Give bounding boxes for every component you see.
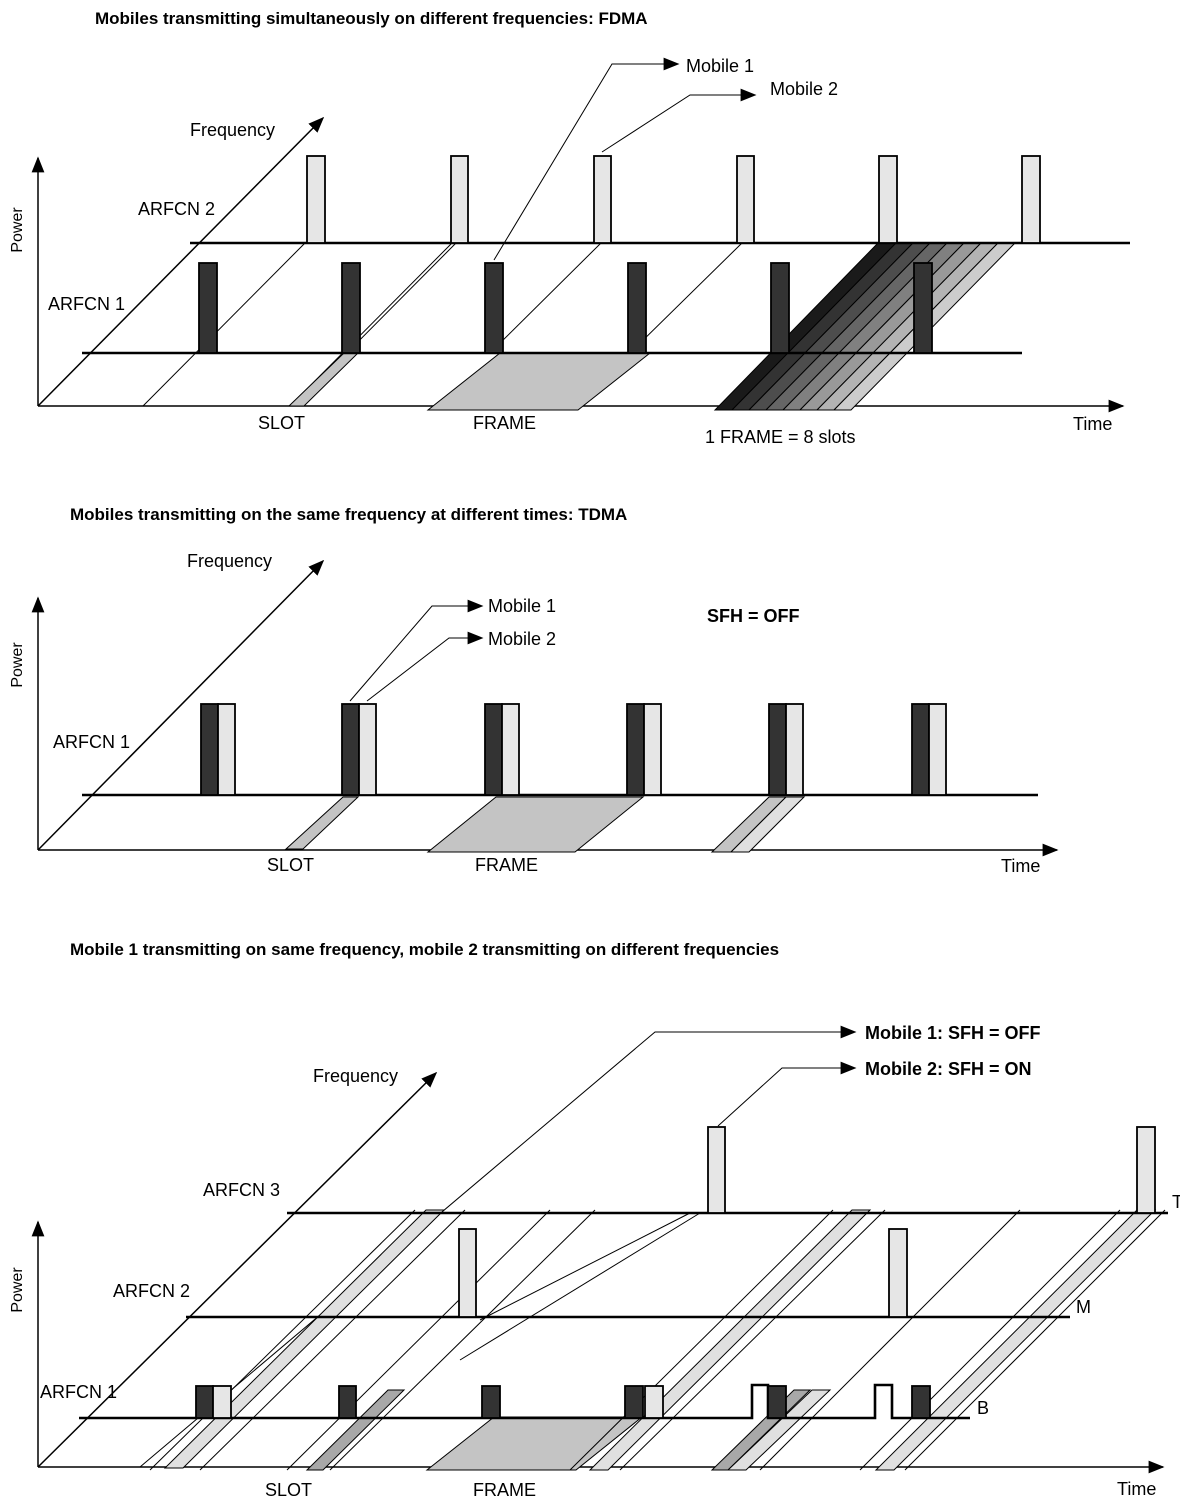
- fdma-mobile2-label: Mobile 2: [770, 79, 838, 99]
- fdma-eight-slot-strips: [713, 242, 1017, 411]
- fdma-diagram: Mobiles transmitting simultaneously on d…: [9, 9, 1130, 447]
- fdma-frame-label: FRAME: [473, 413, 536, 433]
- fdma-mobile1-pulses: [198, 262, 933, 354]
- tdma-mobile2-callout: [366, 631, 484, 702]
- sfh-frame-label: FRAME: [473, 1480, 536, 1500]
- sfh-diagram: Mobile 1 transmitting on same frequency,…: [9, 940, 1180, 1500]
- fdma-mobile2-pulses: [306, 155, 1041, 244]
- tdma-mobile1-callout: [349, 599, 484, 702]
- fdma-frequency-axis: [37, 116, 325, 407]
- fdma-time-label: Time: [1073, 414, 1112, 434]
- tdma-power-label: Power: [9, 642, 26, 688]
- tdma-arfcn1-label: ARFCN 1: [53, 732, 130, 752]
- tdma-frame-label: FRAME: [475, 855, 538, 875]
- fdma-power-label: Power: [9, 207, 26, 253]
- sfh-arfcn1-label: ARFCN 1: [40, 1382, 117, 1402]
- sfh-mobile1-pulses: [195, 1385, 931, 1419]
- tdma-frame-area: [426, 796, 645, 853]
- tdma-mobile2-label: Mobile 2: [488, 629, 556, 649]
- tdma-slot-area: [284, 796, 360, 850]
- fdma-slot-label: SLOT: [258, 413, 305, 433]
- tdma-frequency-label: Frequency: [187, 551, 272, 571]
- fdma-arfcn2-label: ARFCN 2: [138, 199, 215, 219]
- tdma-slot-label: SLOT: [267, 855, 314, 875]
- sfh-b-label: B: [977, 1398, 989, 1418]
- tdma-sfh-label: SFH = OFF: [707, 606, 800, 626]
- sfh-mobile1-callout: [139, 1025, 857, 1468]
- sfh-arfcn3-label: ARFCN 3: [203, 1180, 280, 1200]
- fdma-mobile1-callout: [493, 57, 680, 261]
- fdma-frame-area: [426, 352, 652, 411]
- tdma-mobile2-slot-strip: [729, 796, 806, 853]
- sfh-mobile2-label: Mobile 2: SFH = ON: [865, 1059, 1032, 1079]
- sfh-arfcn2-label: ARFCN 2: [113, 1281, 190, 1301]
- sfh-frequency-label: Frequency: [313, 1066, 398, 1086]
- sfh-t-label: T: [1172, 1192, 1180, 1212]
- sfh-slot-label: SLOT: [265, 1480, 312, 1500]
- sfh-mobile2-callout: [717, 1061, 857, 1127]
- tdma-pulse-pairs: [200, 703, 947, 796]
- fdma-mobile2-callout: [601, 88, 757, 153]
- tdma-frequency-axis: [37, 559, 325, 851]
- sfh-frequency-axis: [37, 1071, 438, 1468]
- tdma-mobile1-label: Mobile 1: [488, 596, 556, 616]
- sfh-title: Mobile 1 transmitting on same frequency,…: [70, 940, 779, 959]
- tdma-diagram: Mobiles transmitting on the same frequen…: [9, 505, 1059, 876]
- sfh-mobile1-label: Mobile 1: SFH = OFF: [865, 1023, 1041, 1043]
- sfh-power-label: Power: [9, 1267, 26, 1313]
- sfh-m-label: M: [1076, 1297, 1091, 1317]
- fdma-frame-note: 1 FRAME = 8 slots: [705, 427, 856, 447]
- fdma-title: Mobiles transmitting simultaneously on d…: [95, 9, 648, 28]
- tdma-time-label: Time: [1001, 856, 1040, 876]
- fdma-mobile1-label: Mobile 1: [686, 56, 754, 76]
- tdma-title: Mobiles transmitting on the same frequen…: [70, 505, 627, 524]
- fdma-slot-area: [287, 352, 360, 407]
- fdma-guide-lines: [142, 242, 743, 407]
- fdma-frequency-label: Frequency: [190, 120, 275, 140]
- sfh-slot-bands: [149, 1209, 1166, 1471]
- sfh-mobile2-pulses: [212, 1126, 1156, 1419]
- fdma-arfcn1-label: ARFCN 1: [48, 294, 125, 314]
- sfh-time-label: Time: [1117, 1479, 1156, 1499]
